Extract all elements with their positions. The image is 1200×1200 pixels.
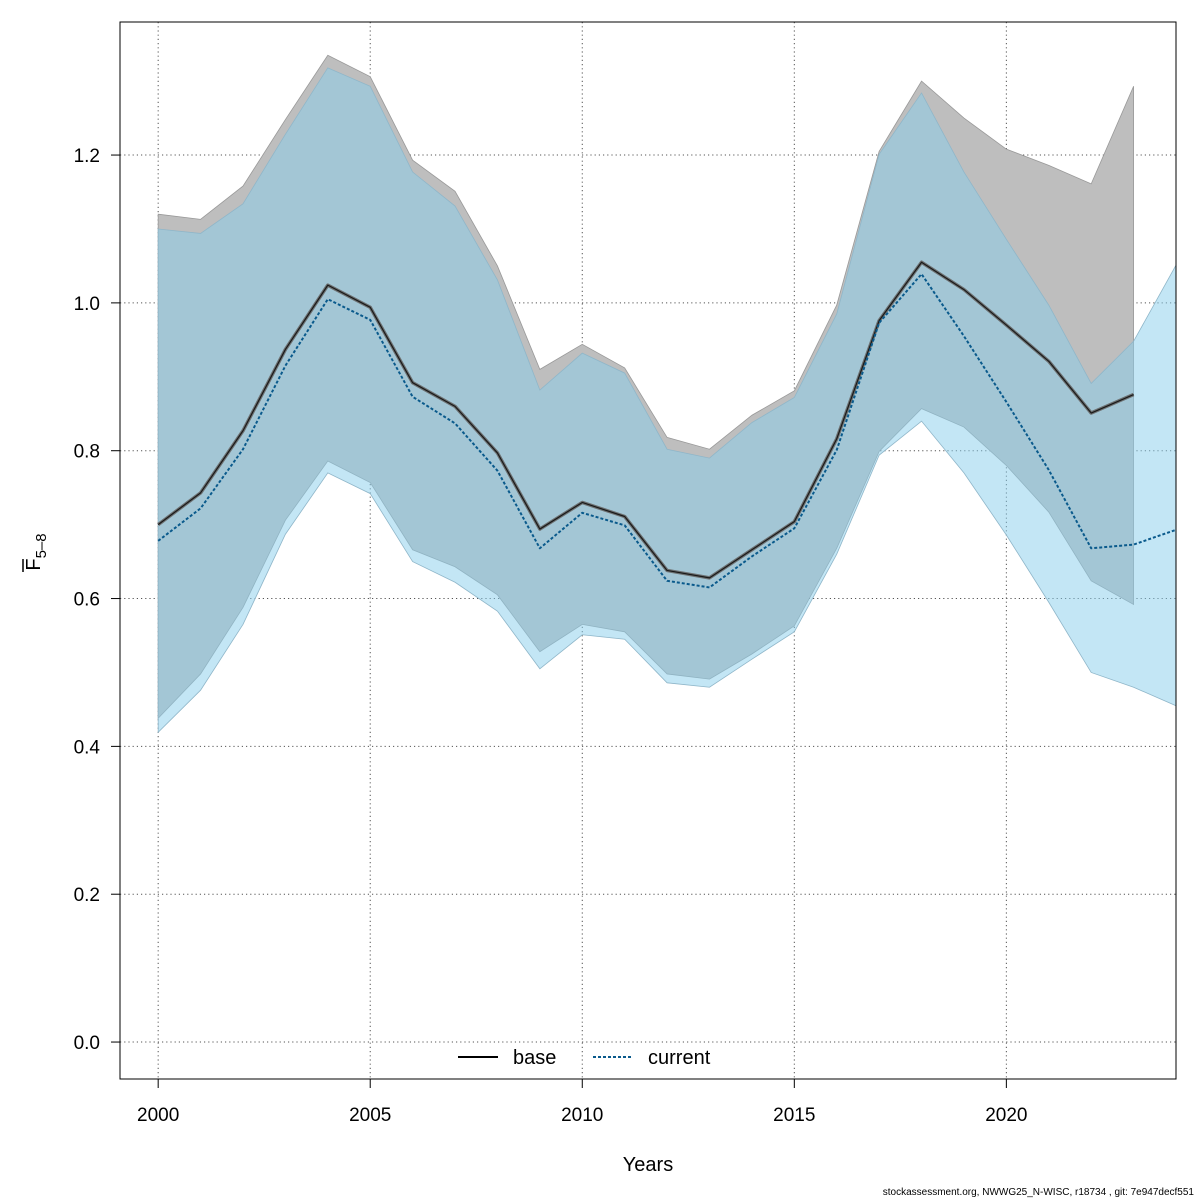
legend-label-current: current xyxy=(648,1047,711,1069)
footer-note: stockassessment.org, NWWG25_N-WISC, r187… xyxy=(882,1187,1194,1198)
series-lines xyxy=(157,260,1177,589)
y-tick-label: 1.0 xyxy=(74,294,100,315)
line-current xyxy=(157,273,1177,589)
x-tick-label: 2005 xyxy=(349,1105,391,1126)
y-axis-title-subscript: 5–8 xyxy=(33,533,50,558)
y-tick-label: 0.0 xyxy=(74,1033,100,1054)
y-axis-title-main: F xyxy=(23,558,45,570)
y-axis: 0.0 0.2 0.4 0.6 0.8 1.0 1.2 xyxy=(74,146,120,1054)
line-base xyxy=(157,261,1134,579)
y-axis-title: F5–8 xyxy=(23,533,50,570)
x-tick-label: 2020 xyxy=(985,1105,1027,1126)
legend: base current xyxy=(458,1047,711,1069)
y-tick-label: 0.4 xyxy=(74,737,101,758)
x-tick-label: 2015 xyxy=(773,1105,815,1126)
x-axis-title: Years xyxy=(623,1154,673,1176)
x-tick-label: 2000 xyxy=(137,1105,179,1126)
x-axis: 2000 2005 2010 2015 2020 xyxy=(137,1078,1028,1126)
x-tick-label: 2010 xyxy=(561,1105,603,1126)
legend-label-base: base xyxy=(513,1047,556,1069)
y-tick-label: 0.6 xyxy=(74,590,100,611)
confidence-bands xyxy=(157,54,1177,734)
y-tick-label: 0.2 xyxy=(74,885,100,906)
y-tick-label: 1.2 xyxy=(74,146,100,167)
y-tick-label: 0.8 xyxy=(74,442,100,463)
